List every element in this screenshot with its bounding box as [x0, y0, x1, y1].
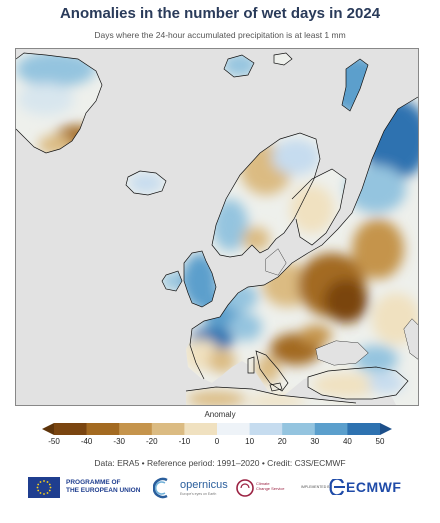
colorbar-cell: [86, 423, 120, 435]
colorbar-cell: [54, 423, 87, 435]
colorbar-tick-label: -50: [48, 437, 60, 446]
c3s-text: Climate Change Service: [256, 481, 284, 491]
copernicus-wordmark: opernicus: [180, 479, 228, 491]
colorbar-tick-label: 40: [342, 437, 352, 446]
colorbar-cell: [184, 423, 218, 435]
map-svg: [16, 49, 418, 405]
inland-seas: [266, 249, 418, 365]
colorbar-tick-label: 50: [375, 437, 385, 446]
c3s-line-1: Climate: [256, 481, 270, 486]
colorbar-tick-label: 0: [214, 437, 220, 446]
colorbar-low-arrow: [42, 423, 54, 435]
colorbar-cell: [282, 423, 316, 435]
colorbar-high-arrow: [380, 423, 392, 435]
colorbar-ticks: -50 -40 -30 -20 -10 0 10 20 30 40 50: [0, 437, 440, 449]
colorbar-svg: [42, 423, 392, 435]
eu-flag-icon: [28, 477, 60, 498]
colorbar-cell: [314, 423, 348, 435]
colorbar-tick-label: 20: [277, 437, 287, 446]
implemented-by-text: IMPLEMENTED BY: [301, 485, 332, 489]
colorbar-cell: [217, 423, 250, 435]
colorbar-cell: [347, 423, 381, 435]
colorbar-tick-label: -30: [113, 437, 125, 446]
colorbar-cell: [119, 423, 153, 435]
page-subtitle: Days where the 24-hour accumulated preci…: [94, 30, 346, 40]
credit-line: Data: ERA5 • Reference period: 1991–2020…: [94, 458, 346, 468]
colorbar-tick-label: 30: [310, 437, 320, 446]
colorbar: [42, 421, 392, 453]
c3s-line-2: Change Service: [256, 486, 285, 491]
copernicus-tagline: Europe's eyes on Earth: [180, 492, 217, 496]
legend-title: Anomaly: [204, 410, 236, 419]
colorbar-tick-label: 10: [245, 437, 255, 446]
copernicus-logo-icon: [153, 477, 168, 499]
colorbar-cell: [151, 423, 185, 435]
colorbar-cell: [249, 423, 283, 435]
colorbar-tick-label: -20: [146, 437, 158, 446]
logo-strip: PROGRAMME OF THE EUROPEAN UNION opernicu…: [28, 475, 418, 499]
colorbar-tick-label: -40: [80, 437, 93, 446]
eu-programme-text: PROGRAMME OF THE EUROPEAN UNION: [66, 479, 140, 495]
ecmwf-logo-icon: [329, 479, 345, 495]
coastlines: [16, 52, 418, 404]
c3s-logo-icon: [236, 479, 254, 497]
colorbar-tick-label: -10: [178, 437, 191, 446]
anomaly-map: [15, 48, 419, 406]
page-title: Anomalies in the number of wet days in 2…: [59, 5, 381, 22]
eu-line-2: THE EUROPEAN UNION: [66, 487, 141, 494]
ecmwf-wordmark: ECMWF: [346, 479, 402, 495]
eu-line-1: PROGRAMME OF: [66, 479, 121, 486]
